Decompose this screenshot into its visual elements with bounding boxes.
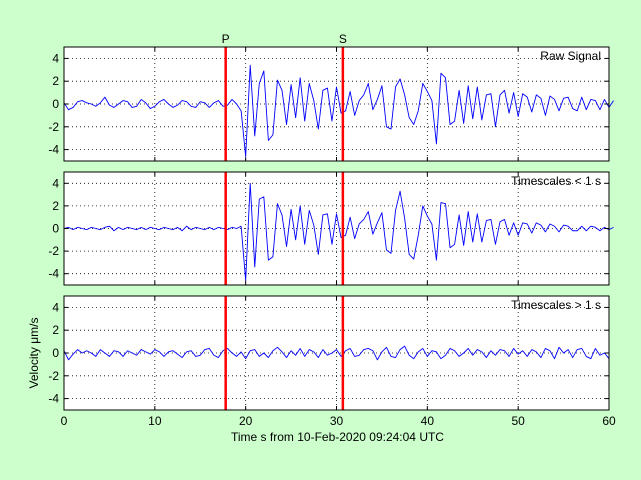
phase-label-p: P	[222, 32, 230, 46]
y-tick-label: 0	[52, 97, 59, 111]
panel-3: 4 2 0 -2 -4 Timescales > 1 s Velocity μm/s	[27, 296, 609, 410]
y-axis-title: Velocity μm/s	[27, 318, 41, 389]
y-tick-label: -2	[48, 369, 59, 383]
x-tick-label: 20	[239, 414, 253, 428]
y-tick-label: 0	[52, 222, 59, 236]
y-tick-label: 4	[52, 176, 59, 190]
x-tick-label: 30	[330, 414, 344, 428]
x-tick-label: 50	[511, 414, 525, 428]
y-tick-label: 2	[52, 199, 59, 213]
x-tick-label: 40	[421, 414, 435, 428]
y-tick-label: -4	[48, 267, 59, 281]
y-tick-label: 4	[52, 51, 59, 65]
y-tick-label: 2	[52, 74, 59, 88]
x-tick-label: 0	[61, 414, 68, 428]
panel-label: Raw Signal	[540, 49, 601, 63]
x-tick-label: 60	[602, 414, 616, 428]
panel-2: 4 2 0 -2 -4 Timescales < 1 s	[48, 172, 613, 285]
y-tick-label: 0	[52, 346, 59, 360]
y-tick-label: -4	[48, 143, 59, 157]
panel-label: Timescales > 1 s	[511, 298, 601, 312]
x-axis-title: Time s from 10-Feb-2020 09:24:04 UTC	[231, 430, 444, 444]
y-tick-label: 4	[52, 300, 59, 314]
x-tick-label: 10	[148, 414, 162, 428]
phase-label-s: S	[339, 32, 347, 46]
y-tick-label: 2	[52, 323, 59, 337]
panel-label: Timescales < 1 s	[511, 174, 601, 188]
y-tick-label: -2	[48, 244, 59, 258]
y-tick-label: -2	[48, 120, 59, 134]
panel-1: 4 2 0 -2 -4 Raw Signal	[48, 47, 613, 161]
y-tick-label: -4	[48, 392, 59, 406]
